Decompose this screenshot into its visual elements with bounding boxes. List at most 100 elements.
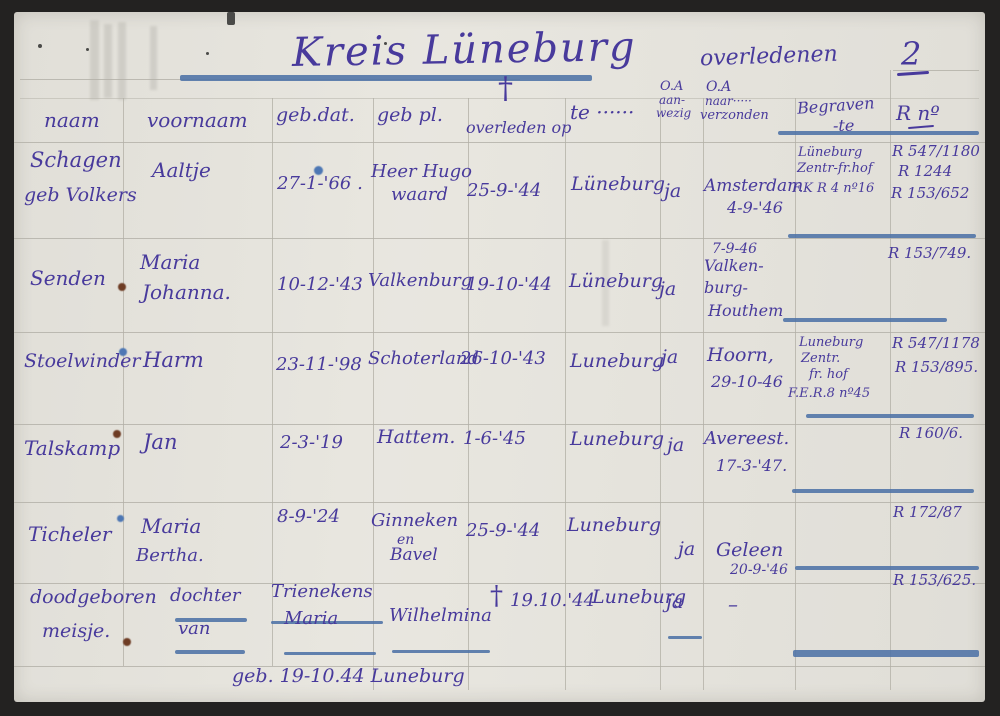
row-3-begraven-line-4: F.E.R.8 nº45 (788, 386, 871, 401)
row-2-oa-verzonden-line-4: Houthem (708, 301, 784, 320)
row-2-oa-verzonden-line-2: Valken- (704, 256, 764, 275)
register-card: Kreis Lüneburg overledenen 2 naam voorna… (14, 12, 985, 702)
row-1-begraven-line-3: F.K R 4 nº16 (792, 181, 875, 196)
row-4-naam: Talskamp (24, 436, 121, 460)
row-5-oa-verzonden-line-2: 20-9-'46 (730, 562, 788, 578)
row-2-oa-verzonden-line-3: burg- (704, 278, 748, 297)
row-3-begraven-line-3: fr. hof (809, 367, 848, 382)
row-5-voornaam-line-2: Bertha. (136, 545, 204, 566)
accent-line (788, 234, 976, 238)
row-1-begraven-line-2: Zentr-fr.hof (797, 161, 873, 176)
column-header-oa-aanwezig-l1: O.A (660, 79, 684, 94)
row-5-geb-dat: 8-9-'24 (277, 506, 340, 527)
table-row-line (14, 142, 985, 143)
ink-speck (206, 52, 209, 55)
row-1-r-no-line-3: R 153/652 (891, 184, 970, 202)
row-3-overleden-op: 26-10-'43 (460, 348, 546, 369)
table-row-line (20, 98, 979, 99)
row-1-begraven: Lüneburg (798, 145, 863, 160)
row-5-geb-pl: Ginneken (371, 510, 459, 531)
row-6-naam-line-2: meisje. (42, 620, 111, 642)
bleed-through-mark (118, 22, 126, 100)
row-3-geb-pl: Schoterland (368, 348, 479, 369)
row-6-moeder-line-2: Maria (284, 608, 339, 629)
row-5-r-no: R 172/87 (893, 503, 962, 521)
row-1-oa-verzonden: Amsterdam (704, 176, 804, 196)
accent-line (783, 318, 947, 322)
row-1-naam: Schagen (30, 148, 122, 172)
row-1-geb-pl: Heer Hugo (371, 161, 472, 182)
table-row-line (14, 238, 985, 239)
accent-line (778, 131, 979, 135)
row-3-r-no-line-2: R 153/895. (895, 358, 979, 376)
row-2-overleden-op: 19-10-'44 (466, 274, 552, 295)
row-2-te: Lüneburg (569, 270, 663, 292)
row-3-oa-verzonden-line-2: 29-10-46 (711, 372, 783, 391)
row-2-oa-verzonden: 7-9-46 (712, 241, 758, 257)
bleed-through-mark (90, 20, 99, 100)
row-1-oa-verzonden-line-2: 4-9-'46 (727, 198, 783, 217)
row-3-geb-dat: 23-11-'98 (276, 354, 362, 375)
row-1-geb-pl-line-2: waard (391, 184, 448, 205)
row-5-geb-pl-line-3: Bavel (390, 545, 438, 565)
cross-icon: † (498, 71, 513, 106)
row-5-naam: Ticheler (28, 522, 112, 546)
accent-line (793, 650, 979, 657)
footer-note: geb. 19-10.44 Luneburg (232, 665, 465, 687)
row-1-r-no: R 547/1180 (892, 142, 980, 160)
row-4-overleden-op: 1-6-'45 (463, 428, 526, 449)
row-3-oa-aanwezig: ja (661, 346, 679, 368)
row-5-geb-pl-line-2: en (397, 532, 415, 548)
ink-speck (38, 44, 42, 48)
column-header-oa-aanwezig-l2: aan- (659, 93, 686, 107)
pencil-line (893, 70, 979, 71)
row-4-oa-aanwezig: ja (667, 434, 685, 456)
table-row-line (14, 332, 985, 333)
row-4-oa-verzonden-line-2: 17-3-'47. (716, 456, 788, 475)
row-6-oa-verzonden: – (728, 592, 738, 616)
row-1-te: Lüneburg (571, 173, 665, 195)
accent-line (795, 566, 979, 570)
column-header-overleden-op: overleden op (466, 118, 572, 137)
table-column-line (660, 98, 661, 690)
column-header-begraven-l1: Begraven (796, 93, 876, 118)
row-3-te: Luneburg (570, 350, 664, 372)
row-6-moeder: Trienekens (271, 581, 373, 602)
row-6-te: Luneburg (592, 586, 686, 608)
row-1-geb-dat: 27-1-'66 . (277, 173, 363, 194)
table-column-line (468, 98, 469, 690)
bleed-through-mark (104, 24, 112, 98)
row-3-voornaam: Harm (143, 348, 204, 372)
ink-speck (86, 48, 89, 51)
column-header-te: te ······ (570, 100, 635, 124)
title-underline (180, 75, 592, 81)
column-header-oa-verzonden-l2: naar····· (705, 94, 752, 108)
bleed-through-mark (602, 240, 609, 326)
column-header-begraven-l2: -te (833, 116, 855, 135)
row-4-voornaam: Jan (143, 430, 178, 454)
page-number: 2 (901, 35, 922, 73)
wilhelmina-underline (392, 650, 490, 653)
van-underline (175, 650, 245, 654)
row-1-voornaam: Aaltje (152, 158, 211, 182)
maria-underline (284, 652, 376, 655)
dochter-underline (175, 618, 247, 622)
row-4-oa-verzonden: Avereest. (704, 428, 790, 449)
table-column-line (373, 98, 374, 690)
row-6-moeder-line-3: Wilhelmina (389, 605, 492, 626)
row-6-overleden-op: 19.10.'44 (510, 590, 596, 611)
row-6-voornaam: dochter (170, 585, 241, 606)
row-1-overleden-op: 25-9-'44 (467, 180, 542, 201)
table-row-line (14, 583, 985, 584)
table-row-line (14, 502, 985, 503)
accent-line (792, 489, 974, 493)
column-header-oa-aanwezig-l3: wezig (656, 106, 692, 120)
column-header-r-no: R nº (896, 101, 940, 125)
ink-dot-brown (123, 638, 131, 646)
row-6-oa-aanwezig: ja (666, 591, 684, 613)
table-column-line (795, 98, 796, 690)
row-2-oa-aanwezig: ja (659, 278, 677, 300)
table-column-line (272, 98, 273, 666)
ink-dot-brown (113, 430, 121, 438)
r-no-underline (907, 124, 935, 130)
